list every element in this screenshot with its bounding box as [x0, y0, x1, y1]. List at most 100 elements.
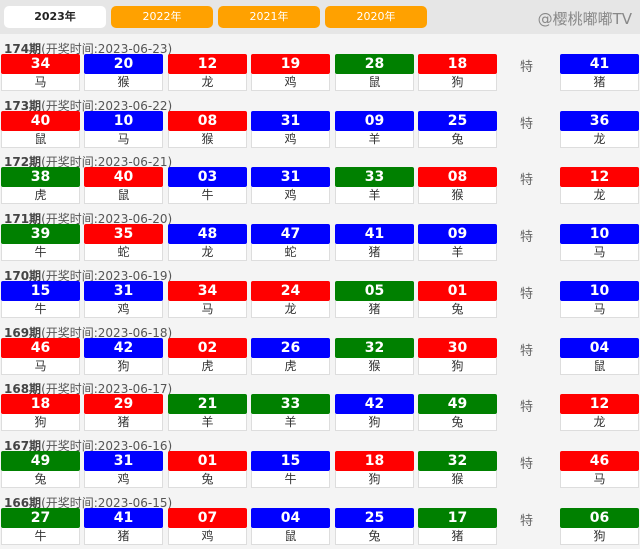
zodiac-label: 龙	[560, 414, 639, 432]
special-ball: 10 马	[560, 280, 639, 318]
ball: 25 兔	[418, 110, 497, 148]
zodiac-label: 猪	[418, 527, 497, 545]
ball-number: 04	[251, 507, 330, 528]
ball: 04 鼠	[251, 507, 330, 545]
period: 168期	[4, 382, 42, 397]
zodiac-label: 狗	[335, 470, 414, 488]
ball-number: 25	[335, 507, 414, 528]
zodiac-label: 猪	[335, 244, 414, 262]
ball: 31 鸡	[251, 110, 330, 148]
special-label: 特	[520, 400, 534, 416]
ball-number: 31	[251, 110, 330, 131]
ball-number: 46	[1, 337, 80, 358]
ball-number: 48	[168, 224, 247, 245]
zodiac-label: 猪	[560, 74, 639, 91]
zodiac-label: 龙	[168, 244, 247, 262]
ball-number: 27	[1, 507, 80, 528]
zodiac-label: 狗	[84, 357, 163, 375]
zodiac-label: 狗	[1, 414, 80, 432]
zodiac-label: 牛	[1, 244, 80, 262]
zodiac-label: 狗	[560, 527, 639, 545]
ball-number: 12	[168, 54, 247, 74]
ball-number: 42	[84, 337, 163, 358]
zodiac-label: 牛	[1, 527, 80, 545]
ball: 09 羊	[335, 110, 414, 148]
ball-number: 24	[251, 280, 330, 301]
zodiac-label: 马	[84, 130, 163, 148]
draw-title: 169期(开奖时间:2023-06-18)	[4, 324, 172, 341]
period: 173期	[4, 98, 42, 113]
zodiac-label: 兔	[418, 300, 497, 318]
special-label: 特	[520, 286, 534, 302]
special-label: 特	[520, 60, 534, 75]
ball-number: 49	[1, 450, 80, 471]
ball-number: 17	[418, 507, 497, 528]
tab-2023年[interactable]: 2023年	[4, 6, 106, 28]
ball-number: 18	[418, 54, 497, 74]
zodiac-label: 马	[168, 300, 247, 318]
zodiac-label: 虎	[1, 187, 80, 205]
ball: 33 羊	[251, 394, 330, 432]
draw-time: (开奖时间:2023-06-15)	[41, 495, 173, 510]
ball: 09 羊	[418, 224, 497, 262]
special-ball: 04 鼠	[560, 337, 639, 375]
ball: 32 猴	[418, 450, 497, 488]
ball-number: 41	[84, 507, 163, 528]
draw-time: (开奖时间:2023-06-17)	[41, 382, 173, 397]
draw-time: (开奖时间:2023-06-21)	[41, 155, 173, 170]
ball-number: 47	[251, 224, 330, 245]
ball-number: 10	[560, 224, 639, 245]
special-label: 特	[520, 456, 534, 472]
ball: 19 鸡	[251, 54, 330, 91]
zodiac-label: 猴	[84, 74, 163, 91]
draw-title: 167期(开奖时间:2023-06-16)	[4, 437, 172, 454]
special-ball: 10 马	[560, 224, 639, 262]
ball: 48 龙	[168, 224, 247, 262]
period: 166期	[4, 495, 42, 510]
ball: 17 猪	[418, 507, 497, 545]
ball: 08 猴	[168, 110, 247, 148]
ball: 31 鸡	[84, 280, 163, 318]
ball: 40 鼠	[84, 167, 163, 205]
ball-number: 41	[335, 224, 414, 245]
ball: 18 狗	[1, 394, 80, 432]
special-label: 特	[520, 513, 534, 529]
zodiac-label: 马	[1, 357, 80, 375]
zodiac-label: 羊	[418, 244, 497, 262]
tab-2020年[interactable]: 2020年	[325, 6, 427, 28]
ball: 15 牛	[251, 450, 330, 488]
zodiac-label: 牛	[1, 300, 80, 318]
ball-number: 31	[84, 280, 163, 301]
zodiac-label: 鼠	[560, 357, 639, 375]
ball-number: 10	[84, 110, 163, 131]
year-tabs: @樱桃嘟嘟TV 2023年 2022年 2021年 2020年	[0, 0, 640, 34]
zodiac-label: 鸡	[251, 187, 330, 205]
ball-number: 20	[84, 54, 163, 74]
zodiac-label: 牛	[168, 187, 247, 205]
ball-number: 12	[560, 394, 639, 415]
zodiac-label: 马	[560, 300, 639, 318]
draw-title: 168期(开奖时间:2023-06-17)	[4, 380, 172, 397]
draw-title: 172期(开奖时间:2023-06-21)	[4, 153, 172, 170]
draw-time: (开奖时间:2023-06-18)	[41, 325, 173, 340]
ball-number: 31	[84, 450, 163, 471]
ball: 25 兔	[335, 507, 414, 545]
ball-number: 08	[418, 167, 497, 188]
zodiac-label: 羊	[251, 414, 330, 432]
zodiac-label: 鼠	[251, 527, 330, 545]
ball-number: 05	[335, 280, 414, 301]
ball: 47 蛇	[251, 224, 330, 262]
zodiac-label: 马	[560, 470, 639, 488]
ball: 41 猪	[84, 507, 163, 545]
draw-time: (开奖时间:2023-06-19)	[41, 268, 173, 283]
tab-2022年[interactable]: 2022年	[111, 6, 213, 28]
ball-number: 01	[418, 280, 497, 301]
ball-number: 28	[335, 54, 414, 74]
ball: 35 蛇	[84, 224, 163, 262]
ball: 02 虎	[168, 337, 247, 375]
ball-number: 09	[335, 110, 414, 131]
ball-number: 39	[1, 224, 80, 245]
tab-2021年[interactable]: 2021年	[218, 6, 320, 28]
period: 174期	[4, 42, 42, 56]
zodiac-label: 牛	[251, 470, 330, 488]
